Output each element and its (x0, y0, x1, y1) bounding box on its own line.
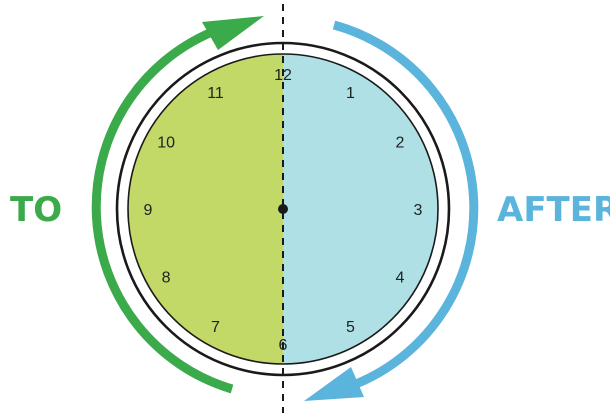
after-arrow-head-icon (304, 367, 364, 401)
clock-center-dot-icon (278, 204, 288, 214)
to-label: TO (10, 190, 62, 230)
after-label: AFTER (497, 190, 610, 230)
to-arrow-icon (91, 27, 234, 394)
clock-number: 10 (157, 135, 175, 152)
clock-numbers: 121234567891011 (144, 67, 423, 354)
clock-number: 5 (346, 319, 355, 336)
clock-number: 1 (346, 85, 355, 102)
clock-number: 4 (395, 270, 404, 287)
clock-number: 11 (207, 85, 224, 102)
clock-number: 7 (211, 319, 220, 336)
after-arrow-icon (332, 20, 479, 389)
clock-number: 3 (414, 202, 423, 219)
clock-number: 9 (144, 202, 153, 219)
to-arrow-head-icon (202, 16, 264, 50)
clock-inner-ring (127, 53, 439, 365)
clock-number: 2 (395, 135, 404, 152)
clock-number: 8 (162, 270, 171, 287)
